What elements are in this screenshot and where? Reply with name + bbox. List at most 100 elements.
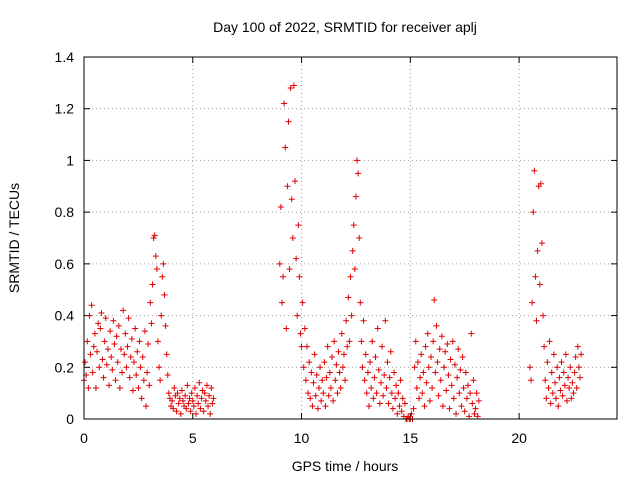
data-point [101,338,108,345]
data-point [474,413,481,420]
data-point [347,273,354,280]
data-point [100,374,107,381]
data-point [154,338,161,345]
y-tick-labels: 0 0.2 0.4 0.6 0.8 1 1.2 1.4 [55,49,75,427]
data-point [542,377,549,384]
data-point [340,351,347,358]
data-point [546,338,553,345]
data-point [165,390,172,397]
data-point [306,359,313,366]
data-point [421,403,428,410]
data-point [445,372,452,379]
data-point [298,343,305,350]
data-point [143,403,150,410]
data-point [109,366,116,373]
data-point [332,377,339,384]
data-point [459,353,466,360]
data-point [371,374,378,381]
data-point [322,403,329,410]
y-tick-label: 0 [66,411,74,427]
data-point [430,338,437,345]
data-point [184,382,191,389]
data-point [412,338,419,345]
x-tick-label: 0 [80,430,88,446]
data-point [308,369,315,376]
data-point [173,408,180,415]
data-point [326,369,333,376]
data-point [537,180,544,187]
data-point [472,405,479,412]
data-point [363,390,370,397]
data-point [112,377,119,384]
axis-ticks [83,56,617,420]
data-point [358,338,365,345]
y-axis-label: SRMTID / TECUs [6,183,22,293]
data-point [200,408,207,415]
data-point [139,353,146,360]
data-point [444,341,451,348]
data-point [346,338,353,345]
data-point [329,353,336,360]
data-point [122,330,129,337]
data-point [134,348,141,355]
data-point [106,382,113,389]
data-point [292,178,299,185]
data-point [351,266,358,273]
data-point [417,374,424,381]
data-point [471,410,478,417]
data-point [574,343,581,350]
y-tick-label: 1.2 [55,101,75,117]
data-point [210,395,217,402]
data-point [450,395,457,402]
data-point [540,312,547,319]
data-point [357,299,364,306]
data-point [299,299,306,306]
data-point [566,384,573,391]
data-point [573,384,580,391]
data-point [384,359,391,366]
data-point [117,346,124,353]
data-point [189,397,196,404]
data-point [290,82,297,89]
data-point [113,333,120,340]
data-point [543,395,550,402]
data-point [373,390,380,397]
data-point [135,384,142,391]
data-point [410,405,417,412]
data-point [562,351,569,358]
data-point [103,361,110,368]
data-point [85,384,92,391]
data-point [98,309,105,316]
data-point [131,359,138,366]
data-point [419,390,426,397]
data-point [312,392,319,399]
data-point [360,317,367,324]
data-point [121,351,128,358]
data-point [146,382,153,389]
data-point [303,343,310,350]
data-point [324,343,331,350]
data-point [468,330,475,337]
data-point [295,222,302,229]
data-point [364,369,371,376]
data-point [150,235,157,241]
data-point [359,364,366,371]
grid-lines [84,57,617,419]
data-point [99,356,106,363]
data-point [556,374,563,381]
data-point [437,377,444,384]
data-point [148,320,155,327]
data-point [379,343,386,350]
data-point [315,384,322,391]
data-point [577,374,584,381]
data-point [339,364,346,371]
data-point [296,273,303,280]
data-point [424,330,431,337]
data-point [376,400,383,407]
data-point [547,400,554,407]
data-point [178,387,185,394]
data-point [94,348,101,355]
data-point [183,405,190,412]
data-point [286,266,293,273]
data-point [156,364,163,371]
